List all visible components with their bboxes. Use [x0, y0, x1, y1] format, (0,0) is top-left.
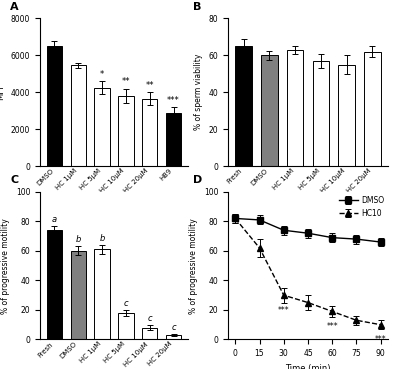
Text: ***: ***: [167, 96, 180, 105]
Text: B: B: [193, 1, 201, 11]
Bar: [70, 65, 86, 166]
Text: c: c: [124, 299, 128, 308]
Bar: [235, 46, 252, 166]
Bar: [166, 113, 181, 166]
Text: b: b: [100, 234, 105, 243]
Text: **: **: [122, 77, 130, 86]
Text: c: c: [171, 323, 176, 332]
Bar: [261, 55, 278, 166]
Bar: [364, 52, 381, 166]
Text: Capacitated: Capacitated: [285, 212, 331, 221]
Text: C: C: [10, 175, 18, 185]
Text: b: b: [76, 235, 81, 244]
Bar: [118, 96, 134, 166]
Bar: [338, 65, 355, 166]
Y-axis label: MFI: MFI: [0, 85, 5, 100]
Text: D: D: [193, 175, 202, 185]
Bar: [118, 313, 134, 339]
Bar: [47, 46, 62, 166]
Text: **: **: [146, 81, 154, 90]
Y-axis label: % of progressive motility: % of progressive motility: [1, 218, 10, 314]
Bar: [166, 335, 181, 339]
Bar: [47, 230, 62, 339]
Text: c: c: [148, 314, 152, 323]
Text: *: *: [100, 70, 104, 79]
Y-axis label: % of sperm viability: % of sperm viability: [194, 54, 203, 130]
Bar: [70, 251, 86, 339]
X-axis label: Time (min): Time (min): [285, 364, 331, 369]
Legend: DMSO, HC10: DMSO, HC10: [339, 196, 384, 217]
Bar: [94, 87, 110, 166]
Bar: [142, 99, 158, 166]
Y-axis label: % of progressive motility: % of progressive motility: [189, 218, 198, 314]
Text: ***: ***: [278, 306, 290, 314]
Text: a: a: [52, 215, 57, 224]
Bar: [312, 61, 329, 166]
Text: ***: ***: [375, 335, 386, 344]
Bar: [287, 50, 304, 166]
Text: A: A: [10, 1, 19, 11]
Text: ***: ***: [326, 322, 338, 331]
Bar: [142, 328, 158, 339]
Bar: [94, 249, 110, 339]
